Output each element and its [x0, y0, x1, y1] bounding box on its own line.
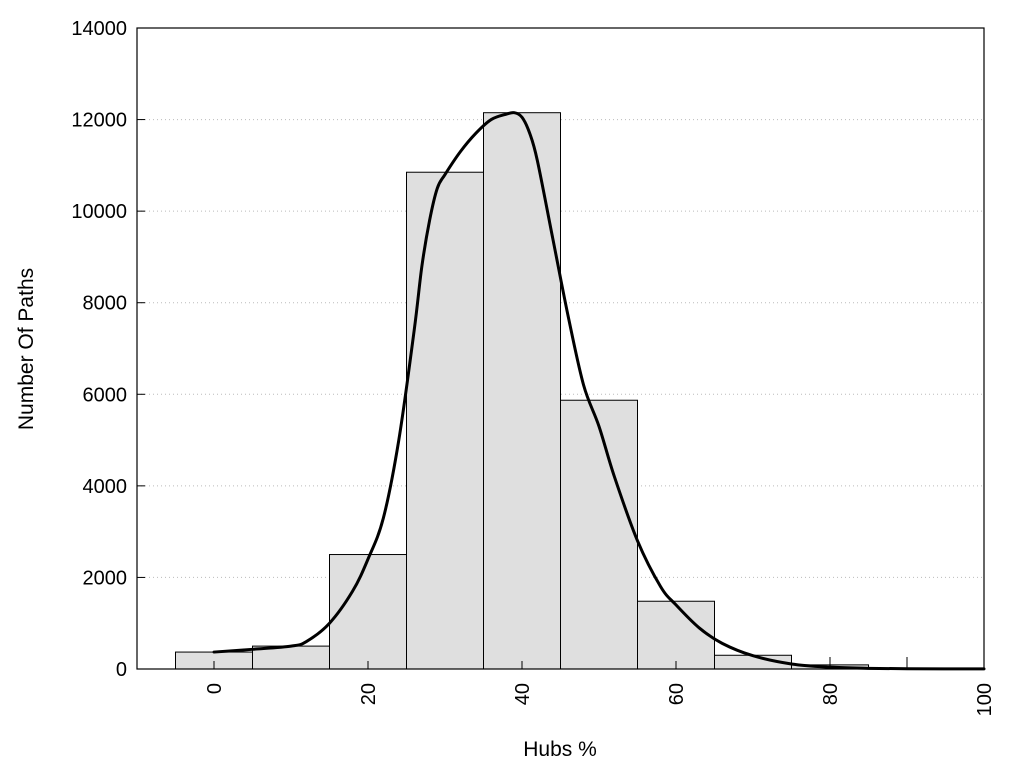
axis-ticks: 0 2000 4000 6000 8000 10000 12000 14000 0 20 40 60 8…	[71, 18, 996, 716]
bars	[175, 112, 985, 670]
y-tick-label-6: 12000	[71, 110, 127, 132]
y-axis-title: Number Of Paths	[15, 268, 38, 430]
x-tick-label-2: 40	[512, 683, 534, 705]
histogram-bar-2	[329, 554, 407, 670]
y-tick-label-0: 0	[116, 659, 127, 681]
x-axis-title: Hubs %	[523, 738, 597, 761]
x-tick-label-4: 80	[820, 683, 842, 705]
x-tick-label-1: 20	[358, 683, 380, 705]
y-tick-label-7: 14000	[71, 18, 127, 40]
y-tick-label-1: 2000	[83, 567, 128, 589]
y-tick-label-3: 6000	[83, 384, 128, 406]
density-curve	[212, 111, 986, 671]
x-tick-label-0: 0	[204, 683, 226, 694]
histogram-bar-6	[637, 600, 715, 670]
y-tick-label-4: 8000	[83, 293, 128, 315]
y-tick-label-2: 4000	[83, 476, 128, 498]
density-curve-layer	[212, 111, 986, 671]
plot-frame	[136, 27, 985, 670]
x-tick-label-3: 60	[666, 683, 688, 705]
histogram-bar-3	[406, 171, 484, 670]
histogram-bar-4	[483, 112, 561, 670]
x-tick-label-5: 100	[974, 683, 996, 716]
histogram-bar-5	[560, 399, 638, 670]
y-tick-label-5: 10000	[71, 201, 127, 223]
